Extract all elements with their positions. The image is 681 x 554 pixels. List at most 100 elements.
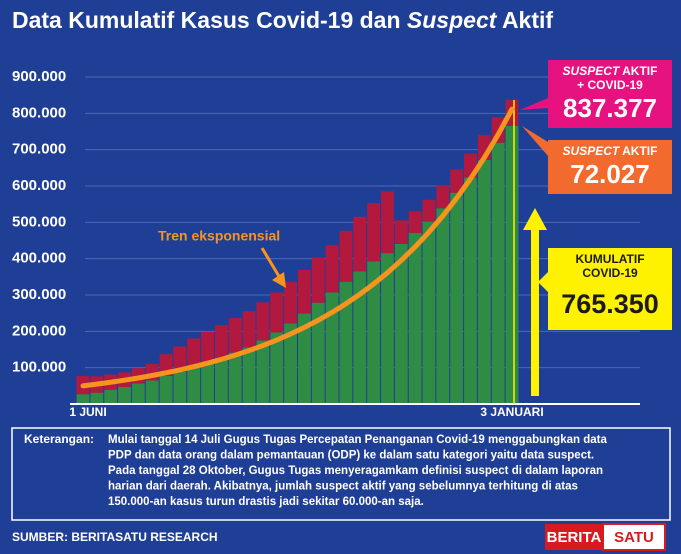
plot: 100.000 200.000 300.000 400.000 500.000 600.0… <box>12 60 672 419</box>
bar-segment <box>450 169 464 193</box>
bar-segment <box>228 318 242 353</box>
callout-label-italic: SUSPECT <box>563 64 621 78</box>
trend-arrow <box>260 247 282 279</box>
note-box <box>11 427 671 521</box>
bar-segment <box>311 257 325 303</box>
callout-label-italic: KUMULATIF <box>575 252 644 266</box>
bar-segment <box>353 216 367 272</box>
y-tick-label: 800.000 <box>12 104 66 121</box>
logo-right <box>602 523 666 551</box>
bar-segment <box>353 271 367 404</box>
bar-segment <box>228 352 242 404</box>
bar-segment <box>256 302 270 341</box>
trend-line <box>80 106 515 389</box>
callout-label-italic: SUSPECT <box>563 144 621 158</box>
logo-text: SATU <box>614 529 654 546</box>
bar-segment <box>408 211 422 233</box>
bar-segment <box>242 347 256 404</box>
bar-segment <box>381 253 394 404</box>
bar-segment <box>214 357 228 404</box>
bar-segment <box>201 332 214 363</box>
note-line: harian dari daerah. Akibatnya, jumlah su… <box>108 481 578 493</box>
note-line: PDP dan data orang dalam pemantauan (ODP… <box>108 450 594 462</box>
bar-segment <box>436 208 450 404</box>
y-tick-label: 500.000 <box>12 213 66 230</box>
callout-label-rest: AKTIF <box>619 64 657 78</box>
bar-segment <box>145 380 159 404</box>
bar-segment <box>325 292 339 404</box>
bar-segment <box>367 261 381 404</box>
callout-label: + COVID-19 <box>577 78 643 92</box>
bar-segment <box>284 281 297 324</box>
logo-text: BERITA <box>547 529 602 546</box>
bar-segment <box>173 346 187 372</box>
bar-segment <box>298 269 311 314</box>
note-lines: Mulai tanggal 14 Juli Gugus Tugas Percep… <box>108 434 607 508</box>
bar-segment <box>187 338 201 368</box>
bar-segment <box>450 192 464 404</box>
y-tick-label: 400.000 <box>12 250 66 267</box>
x-tick-label: 1 JUNI <box>69 405 106 419</box>
bar-segment <box>76 394 90 404</box>
callout-box <box>548 248 672 330</box>
arrow-head <box>523 208 547 230</box>
bar-segment <box>90 392 104 404</box>
arrow-shaft <box>531 228 539 396</box>
bar-segment <box>284 323 297 404</box>
note-line: 150.000-an kasus turun drastis jadi seki… <box>108 496 424 508</box>
trend-arrowhead <box>272 272 286 288</box>
logo-left <box>545 524 603 550</box>
bar-segment <box>104 389 118 404</box>
bar-segment <box>325 245 339 293</box>
callout-label: SUSPECT AKTIF <box>563 64 658 78</box>
bar-segment <box>270 332 284 404</box>
bar-segment <box>464 177 477 404</box>
y-tick-label: 700.000 <box>12 141 66 158</box>
y-tick-label: 100.000 <box>12 359 66 376</box>
note-line: Mulai tanggal 14 Juli Gugus Tugas Percep… <box>108 434 607 446</box>
bar-segment <box>256 340 270 404</box>
callout-number: 837.377 <box>563 93 657 123</box>
bar-segment <box>242 311 256 348</box>
bar-segment <box>187 367 201 404</box>
bar-segment <box>159 376 173 404</box>
callout-pointer <box>522 126 548 156</box>
bar-segment <box>422 199 436 222</box>
callout-label: SUSPECT AKTIF <box>563 144 658 158</box>
callout-label: KUMULATIF <box>575 252 644 266</box>
bar-segment <box>422 221 436 404</box>
callout-box <box>548 60 672 128</box>
bar-segment <box>311 302 325 404</box>
bar-segment <box>491 142 505 404</box>
callout-label-rest: AKTIF <box>619 144 657 158</box>
trend-label: Tren eksponensial <box>158 228 280 244</box>
bar-segment <box>505 125 519 404</box>
callout-pointer <box>538 272 548 292</box>
bar-segment <box>298 313 311 404</box>
chart-title: Data Kumulatif Kasus Covid-19 dan Suspec… <box>12 7 553 33</box>
bar-segment <box>408 232 422 404</box>
bar-segment <box>214 325 228 358</box>
x-tick-label: 3 JANUARI <box>480 405 543 419</box>
callout-number: 72.027 <box>570 159 650 189</box>
bar-segment <box>477 159 491 404</box>
callout-number: 765.350 <box>561 289 659 319</box>
bar-segment <box>394 220 408 244</box>
bar-segment <box>394 243 408 404</box>
bar-segment <box>367 203 381 262</box>
bar-segment <box>131 383 145 404</box>
y-tick-label: 300.000 <box>12 286 66 303</box>
bar-segment <box>118 386 131 404</box>
note-line: Pada tanggal 28 Oktober, Gugus Tugas men… <box>108 465 603 477</box>
title-part: Data Kumulatif Kasus Covid-19 dan <box>12 7 407 33</box>
bar-segment <box>201 362 214 404</box>
y-tick-label: 200.000 <box>12 322 66 339</box>
y-tick-label: 900.000 <box>12 68 66 85</box>
y-tick-label: 600.000 <box>12 177 66 194</box>
source: SUMBER: BERITASATU RESEARCH <box>12 530 218 544</box>
callout-pointer <box>520 98 548 110</box>
callout-label: COVID-19 <box>582 266 638 280</box>
bar-segment <box>339 281 353 404</box>
note-label: Keterangan: <box>24 432 94 446</box>
